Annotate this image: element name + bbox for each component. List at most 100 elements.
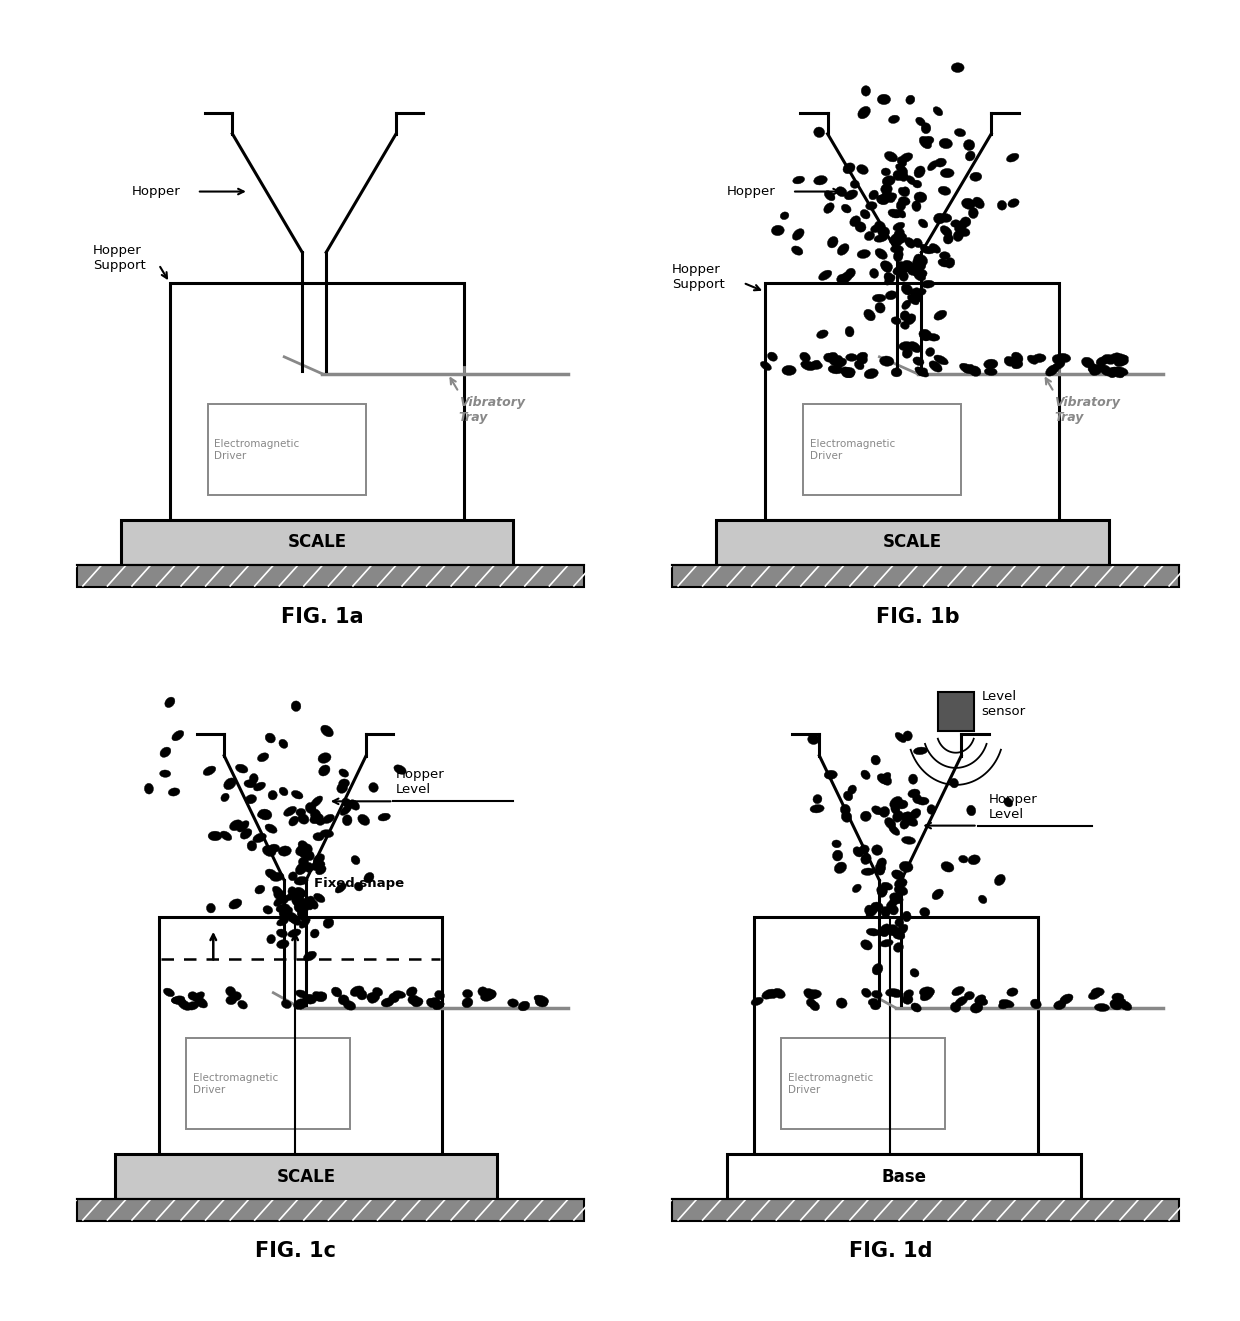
Ellipse shape <box>893 267 905 275</box>
Ellipse shape <box>884 152 898 162</box>
Ellipse shape <box>875 248 888 259</box>
Text: FIG. 1d: FIG. 1d <box>848 1240 932 1262</box>
Ellipse shape <box>934 310 946 320</box>
Ellipse shape <box>279 906 293 918</box>
Ellipse shape <box>381 997 394 1007</box>
Ellipse shape <box>959 229 970 236</box>
Ellipse shape <box>188 992 198 1000</box>
Ellipse shape <box>968 855 980 865</box>
Ellipse shape <box>934 355 949 365</box>
Ellipse shape <box>921 332 931 341</box>
Ellipse shape <box>265 869 278 878</box>
Ellipse shape <box>339 779 350 787</box>
Ellipse shape <box>293 892 304 901</box>
Ellipse shape <box>864 369 878 379</box>
Ellipse shape <box>322 814 335 823</box>
Ellipse shape <box>810 1001 820 1011</box>
Ellipse shape <box>164 988 175 996</box>
Ellipse shape <box>894 878 908 889</box>
Ellipse shape <box>221 831 232 840</box>
Ellipse shape <box>864 309 875 321</box>
Ellipse shape <box>412 997 423 1007</box>
Ellipse shape <box>299 857 309 867</box>
Ellipse shape <box>889 232 901 243</box>
Ellipse shape <box>827 353 838 361</box>
Text: Vibratory
Tray: Vibratory Tray <box>459 396 525 424</box>
Ellipse shape <box>910 268 920 276</box>
Ellipse shape <box>913 180 921 188</box>
Text: Electromagnetic
Driver: Electromagnetic Driver <box>810 439 895 461</box>
Ellipse shape <box>852 884 862 893</box>
Ellipse shape <box>1007 357 1021 366</box>
Ellipse shape <box>244 779 257 787</box>
Ellipse shape <box>342 815 352 826</box>
Ellipse shape <box>963 365 973 373</box>
Text: Electromagnetic
Driver: Electromagnetic Driver <box>787 1073 873 1095</box>
Ellipse shape <box>900 321 909 329</box>
Ellipse shape <box>312 992 325 1001</box>
Bar <box>115 1153 497 1199</box>
Text: Fixed shape: Fixed shape <box>314 877 404 890</box>
Ellipse shape <box>866 906 878 918</box>
Ellipse shape <box>342 798 352 808</box>
Ellipse shape <box>343 1000 356 1011</box>
Ellipse shape <box>368 782 378 793</box>
Ellipse shape <box>373 987 383 996</box>
Ellipse shape <box>914 262 926 272</box>
Ellipse shape <box>915 367 929 376</box>
Ellipse shape <box>193 992 205 1001</box>
Bar <box>120 519 513 565</box>
Ellipse shape <box>237 820 249 832</box>
Ellipse shape <box>241 828 252 839</box>
Ellipse shape <box>955 996 967 1007</box>
Ellipse shape <box>914 166 925 178</box>
Ellipse shape <box>1053 354 1064 365</box>
Ellipse shape <box>378 814 391 822</box>
Ellipse shape <box>861 811 872 822</box>
Ellipse shape <box>226 996 237 1005</box>
Ellipse shape <box>883 192 895 202</box>
Ellipse shape <box>310 929 319 938</box>
Ellipse shape <box>291 790 303 799</box>
Ellipse shape <box>507 999 518 1007</box>
Ellipse shape <box>484 988 494 999</box>
Ellipse shape <box>901 284 913 295</box>
Bar <box>937 692 973 732</box>
Ellipse shape <box>857 354 868 365</box>
Ellipse shape <box>868 999 878 1005</box>
Ellipse shape <box>955 128 966 136</box>
Ellipse shape <box>893 930 905 939</box>
Ellipse shape <box>861 210 870 219</box>
Ellipse shape <box>160 748 171 757</box>
Ellipse shape <box>1004 357 1014 366</box>
Ellipse shape <box>828 365 843 374</box>
Ellipse shape <box>901 186 910 197</box>
Ellipse shape <box>486 989 496 999</box>
Ellipse shape <box>882 773 890 781</box>
Ellipse shape <box>303 995 316 1004</box>
Ellipse shape <box>304 951 316 962</box>
Ellipse shape <box>893 811 903 822</box>
Ellipse shape <box>309 900 319 909</box>
Ellipse shape <box>973 197 985 209</box>
Ellipse shape <box>761 989 776 999</box>
Ellipse shape <box>879 926 889 937</box>
Ellipse shape <box>861 939 872 950</box>
Ellipse shape <box>1028 355 1038 365</box>
Bar <box>208 404 366 495</box>
Ellipse shape <box>914 192 926 202</box>
Ellipse shape <box>258 753 269 762</box>
Ellipse shape <box>951 219 960 227</box>
Text: FIG. 1b: FIG. 1b <box>875 606 960 627</box>
Ellipse shape <box>1114 367 1128 375</box>
Ellipse shape <box>861 853 872 864</box>
Ellipse shape <box>1091 988 1105 996</box>
Ellipse shape <box>836 186 847 197</box>
Ellipse shape <box>312 992 325 1001</box>
Bar <box>715 519 1109 565</box>
Ellipse shape <box>940 226 952 236</box>
Ellipse shape <box>870 756 880 765</box>
Ellipse shape <box>534 995 548 1004</box>
Ellipse shape <box>289 872 298 881</box>
Ellipse shape <box>918 367 928 376</box>
